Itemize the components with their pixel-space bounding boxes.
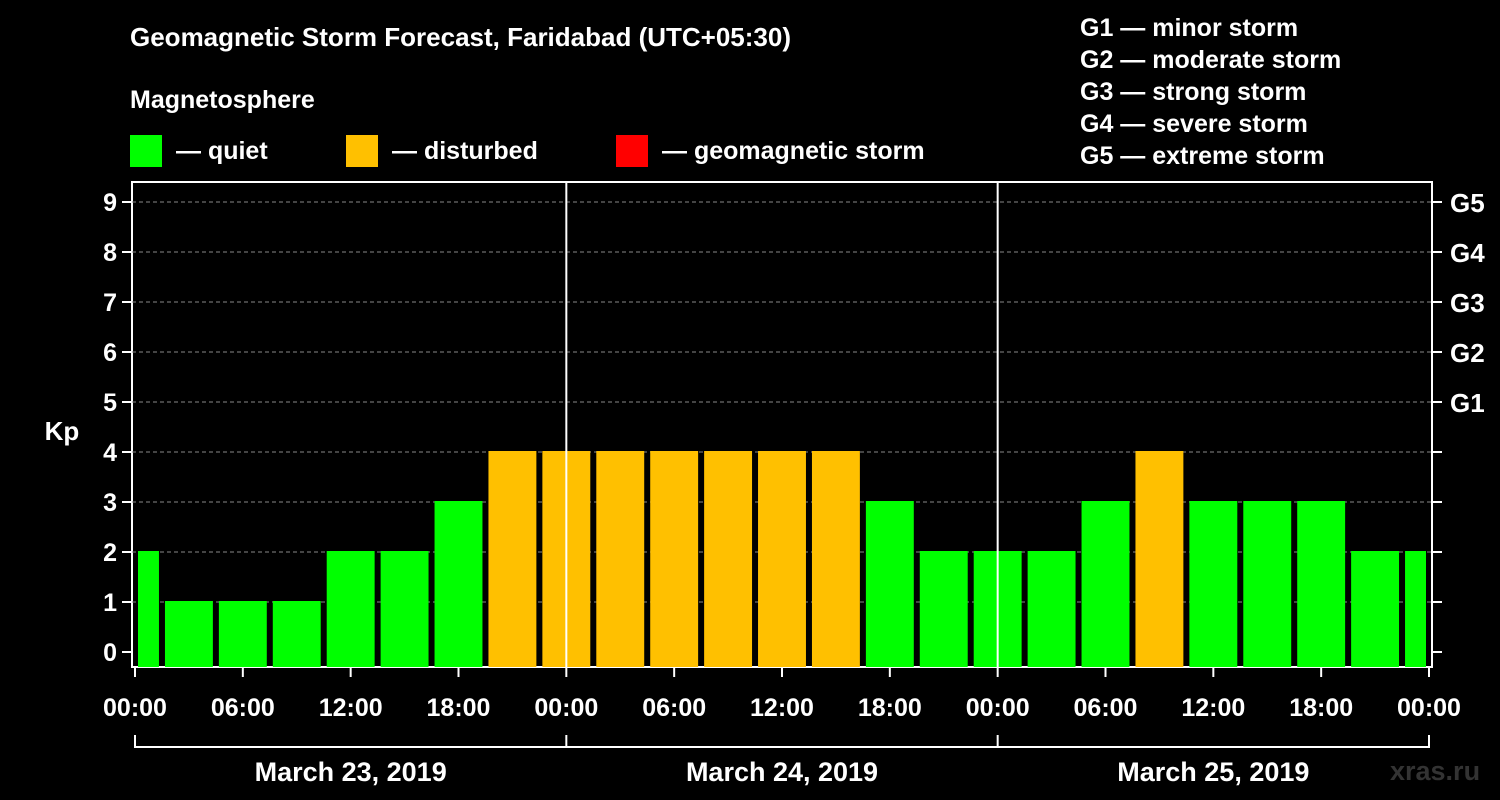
y-tick-label-8: 8 [103,239,117,267]
legend-swatch-storm [616,135,648,167]
storm-level-label-g1: G1 [1450,388,1485,418]
storm-level-label-g2: G2 [1450,338,1485,368]
kp-bar-19 [1135,451,1184,667]
kp-bar-7 [488,451,537,667]
kp-bar-15 [919,551,968,667]
y-axis-label: Kp [45,416,80,446]
x-tick-label-0: 00:00 [103,694,167,722]
x-tick-label-4: 00:00 [534,694,598,722]
chart-subtitle: Magnetosphere [130,86,315,114]
storm-scale-g3: G3 — strong storm [1080,78,1307,106]
y-tick-label-5: 5 [103,389,117,417]
day-label-1: March 24, 2019 [686,757,878,787]
x-tick-label-11: 18:00 [1289,694,1353,722]
x-tick-label-1: 06:00 [211,694,275,722]
kp-bar-9 [596,451,645,667]
x-tick-label-6: 12:00 [750,694,814,722]
watermark: xras.ru [1390,756,1481,786]
kp-bar-14 [865,501,914,667]
chart-title: Geomagnetic Storm Forecast, Faridabad (U… [130,22,792,52]
x-tick-label-10: 12:00 [1181,694,1245,722]
legend-label-disturbed: — disturbed [392,136,538,165]
kp-bar-13 [811,451,860,667]
storm-scale-g1: G1 — minor storm [1080,14,1299,42]
legend-item-storm: — geomagnetic storm [616,134,925,168]
x-tick-label-8: 00:00 [966,694,1030,722]
y-tick-label-1: 1 [103,589,117,617]
y-tick-label-6: 6 [103,339,117,367]
storm-scale-g2: G2 — moderate storm [1080,46,1342,74]
day-label-2: March 25, 2019 [1117,757,1309,787]
storm-scale-g4: G4 — severe storm [1080,110,1308,138]
x-tick-label-3: 18:00 [427,694,491,722]
legend-item-quiet: — quiet [130,134,268,168]
kp-bar-5 [380,551,429,667]
legend-label-storm: — geomagnetic storm [662,136,925,165]
storm-level-label-g3: G3 [1450,288,1485,318]
y-tick-label-3: 3 [103,489,117,517]
storm-level-label-g4: G4 [1450,238,1485,268]
kp-bar-20 [1189,501,1238,667]
kp-bar-21 [1243,501,1292,667]
kp-bar-22 [1297,501,1346,667]
kp-bar-12 [758,451,806,667]
x-tick-label-9: 06:00 [1074,694,1138,722]
legend-swatch-quiet [130,135,162,167]
kp-bar-2 [218,601,267,667]
legend-swatch-disturbed [346,135,378,167]
y-tick-label-9: 9 [103,189,117,217]
legend-label-quiet: — quiet [176,136,268,165]
kp-bar-18 [1081,501,1130,667]
day-label-0: March 23, 2019 [255,757,447,787]
kp-bar-6 [434,501,483,667]
kp-bar-23 [1351,551,1400,667]
kp-bar-1 [164,601,213,667]
x-tick-label-12: 00:00 [1397,694,1461,722]
kp-bar-10 [650,451,699,667]
legend-item-disturbed: — disturbed [346,134,538,168]
kp-bar-0 [138,551,159,667]
kp-bar-24 [1405,551,1426,667]
y-tick-label-4: 4 [103,439,117,467]
storm-scale-legend: G1 — minor storm G2 — moderate storm G3 … [1080,12,1341,172]
kp-bar-4 [326,551,375,667]
y-tick-label-0: 0 [103,639,117,667]
kp-bar-17 [1027,551,1076,667]
x-tick-label-2: 12:00 [319,694,383,722]
y-tick-label-7: 7 [103,289,117,317]
kp-bar-3 [272,601,321,667]
x-tick-label-7: 18:00 [858,694,922,722]
y-tick-label-2: 2 [103,539,117,567]
kp-bar-11 [704,451,753,667]
storm-level-label-g5: G5 [1450,188,1485,218]
x-tick-label-5: 06:00 [642,694,706,722]
storm-scale-g5: G5 — extreme storm [1080,142,1325,170]
